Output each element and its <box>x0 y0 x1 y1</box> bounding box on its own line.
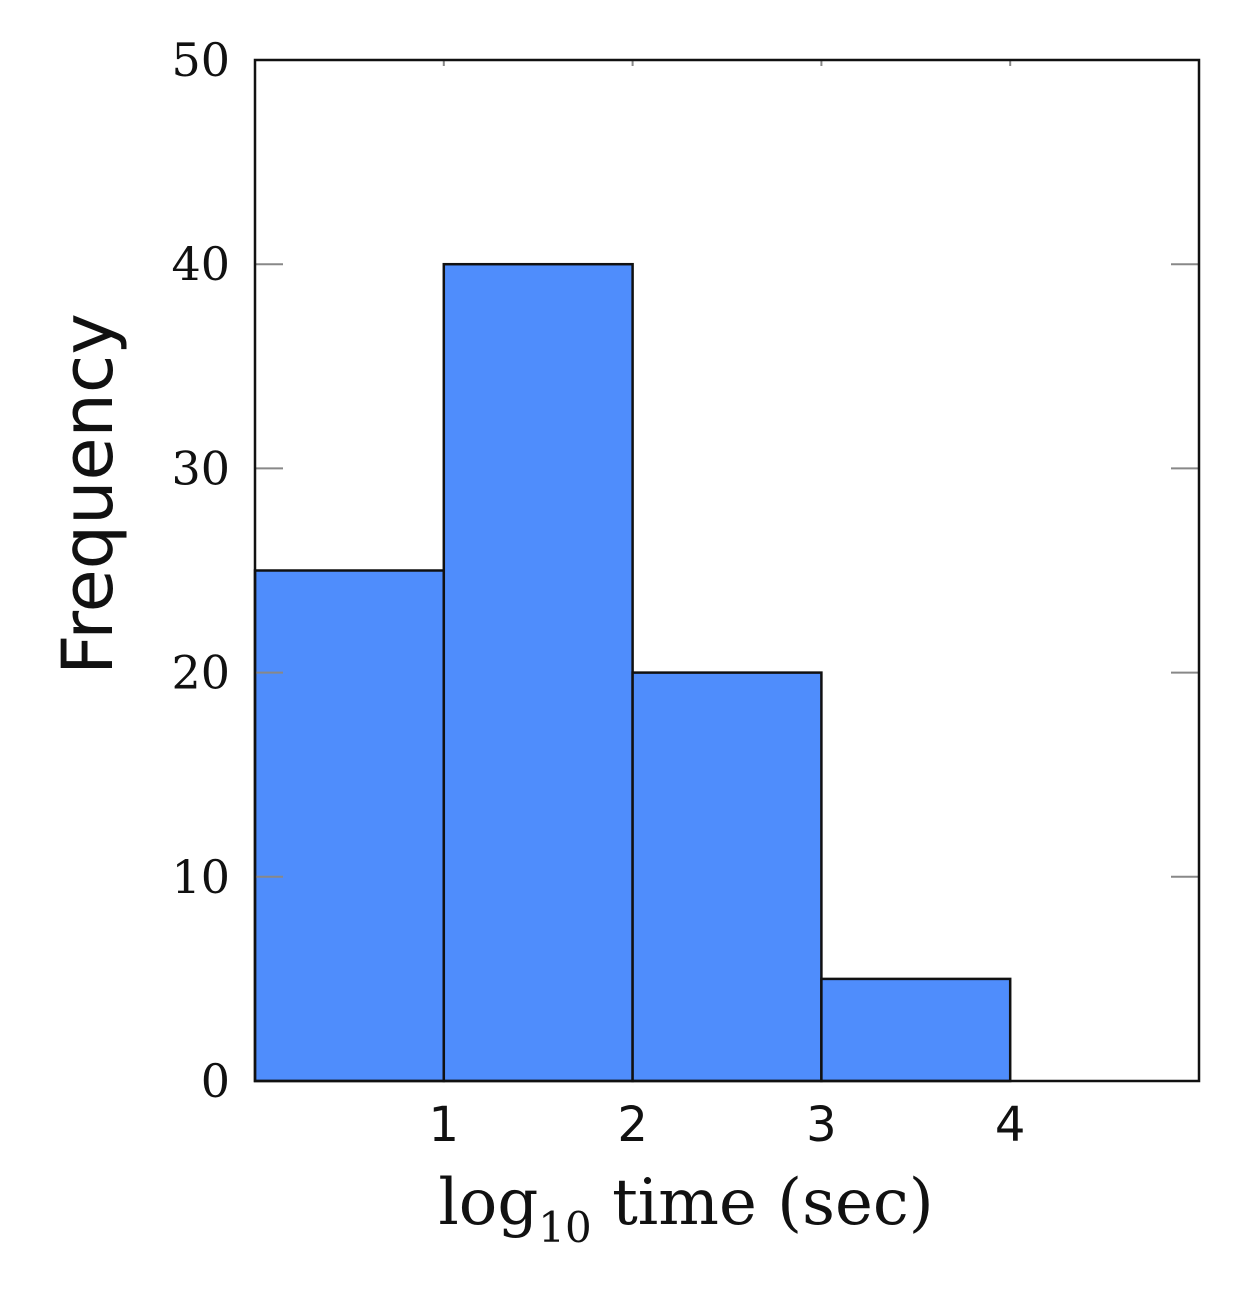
y-tick-label-0: 0 <box>201 1054 230 1108</box>
plot-frame <box>253 58 1201 1083</box>
x-tick-label-1: 1 <box>429 1097 460 1153</box>
histogram-bar-3 <box>631 671 823 1083</box>
x-tick-label-3: 3 <box>806 1097 837 1153</box>
y-tick-labels: 0 10 20 30 40 50 <box>171 33 230 1108</box>
x-tick-labels: 1 2 3 4 <box>429 1097 1026 1153</box>
y-tick-label-20: 20 <box>171 646 230 700</box>
y-tick-label-50: 50 <box>171 33 230 87</box>
x-tick-label-2: 2 <box>617 1097 648 1153</box>
x-axis-label: log10 time (sec) <box>438 1166 933 1252</box>
y-axis-label: Frequency <box>47 313 129 675</box>
y-tick-label-40: 40 <box>171 237 230 291</box>
histogram-bar-2 <box>442 262 634 1083</box>
histogram-bar-4 <box>820 977 1012 1083</box>
x-axis-label-subscript: 10 <box>538 1203 591 1252</box>
bars-group <box>253 262 1012 1083</box>
y-tick-label-10: 10 <box>171 850 230 904</box>
x-axis-label-base: log <box>438 1166 538 1240</box>
histogram-bar-1 <box>253 569 446 1083</box>
y-tick-label-30: 30 <box>171 441 230 495</box>
x-tick-label-4: 4 <box>995 1097 1026 1153</box>
x-axis-label-rest: time (sec) <box>592 1166 934 1240</box>
